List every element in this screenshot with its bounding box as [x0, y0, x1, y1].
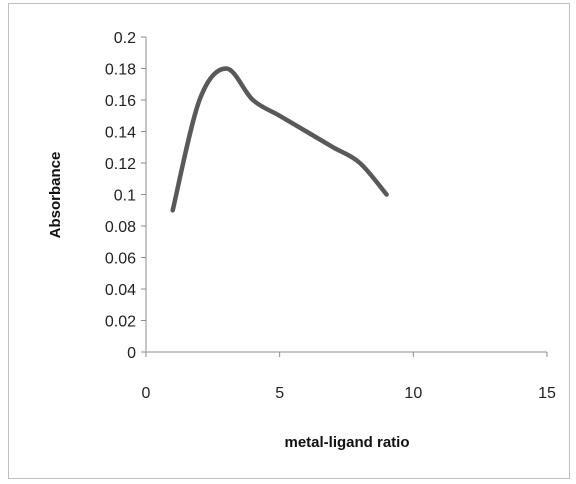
y-axis-title: Absorbance: [47, 152, 64, 239]
absorbance-line: [170, 66, 389, 213]
y-tick-label: 0.16: [105, 93, 136, 110]
y-tick-label: 0.12: [105, 156, 136, 173]
x-tick-label: 5: [275, 385, 284, 402]
x-tick-label: 15: [538, 385, 556, 402]
y-tick-label: 0.02: [105, 314, 136, 331]
y-tick-label: 0.08: [105, 219, 136, 236]
x-axis-ticks: 0 5 10 15: [142, 352, 556, 402]
x-axis-title: metal-ligand ratio: [284, 434, 409, 451]
y-tick-label: 0.04: [105, 282, 136, 299]
y-tick-label: 0.18: [105, 62, 136, 79]
y-tick-label: 0.14: [105, 125, 136, 142]
y-tick-label: 0: [127, 345, 136, 362]
y-tick-label: 0.1: [114, 188, 136, 205]
y-tick-label: 0.06: [105, 251, 136, 268]
y-axis-ticks: 0 0.02 0.04 0.06 0.08 0.1 0.12 0.14 0.16 0.18 0.2: [105, 30, 146, 362]
chart-frame: [8, 3, 570, 479]
x-tick-label: 10: [404, 385, 422, 402]
x-tick-label: 0: [142, 385, 151, 402]
y-tick-label: 0.2: [114, 30, 136, 47]
